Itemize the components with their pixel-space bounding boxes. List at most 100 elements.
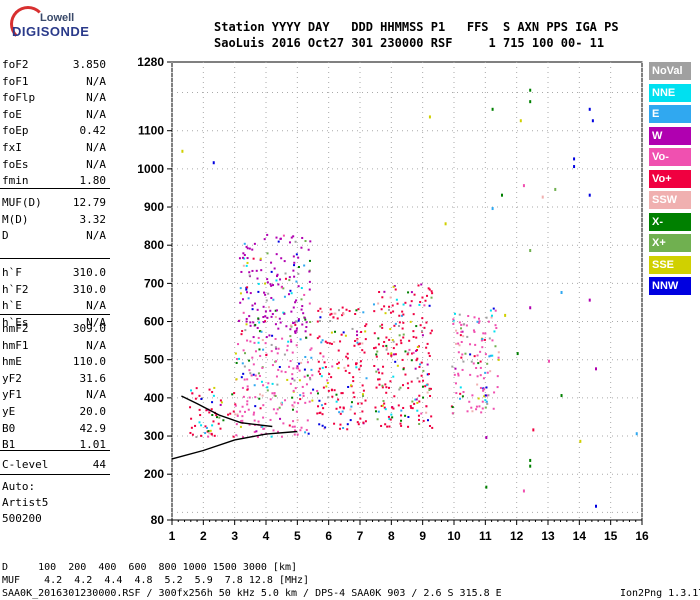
echo-point <box>475 408 478 411</box>
echo-point <box>390 413 393 416</box>
echo-point <box>297 402 300 405</box>
echo-point <box>356 341 359 344</box>
echo-point <box>247 408 250 411</box>
echo-point <box>264 293 267 296</box>
echo-point <box>410 291 413 294</box>
echo-point <box>309 320 312 323</box>
echo-point <box>451 406 454 409</box>
echo-point <box>288 424 291 427</box>
echo-point <box>401 327 404 330</box>
echo-point <box>266 316 269 319</box>
echo-point <box>278 317 281 320</box>
echo-point <box>260 380 263 383</box>
echo-point <box>477 321 480 324</box>
echo-point <box>394 322 397 325</box>
echo-point <box>257 317 260 320</box>
echo-point <box>295 253 298 256</box>
echo-point <box>348 310 351 313</box>
echo-point <box>287 293 290 296</box>
legend-item-x-: X- <box>649 212 691 231</box>
echo-point <box>465 324 468 327</box>
echo-point <box>430 296 433 299</box>
echo-point <box>358 342 361 345</box>
echo-point <box>266 252 269 255</box>
echo-point <box>421 385 424 388</box>
echo-point <box>239 425 242 428</box>
echo-point <box>275 309 278 312</box>
echo-point <box>288 279 291 282</box>
echo-point <box>308 400 311 403</box>
echo-point <box>529 306 532 310</box>
echo-point <box>243 242 246 245</box>
echo-point <box>322 355 325 358</box>
echo-point <box>560 291 563 294</box>
param-name: yF2 <box>2 371 22 385</box>
echo-point <box>421 334 424 337</box>
echo-point <box>275 253 278 256</box>
echo-point <box>200 424 203 427</box>
echo-point <box>241 405 244 408</box>
echo-point <box>240 270 243 273</box>
echo-point <box>393 353 396 356</box>
echo-point <box>297 256 300 259</box>
echo-point <box>294 240 297 243</box>
echo-point <box>469 343 472 346</box>
echo-point <box>302 392 305 395</box>
echo-point <box>270 296 273 299</box>
echo-point <box>272 408 275 411</box>
echo-point <box>266 278 269 281</box>
echo-point <box>259 407 262 410</box>
echo-point <box>248 271 251 274</box>
echo-point <box>295 410 298 413</box>
echo-point <box>385 346 388 349</box>
echo-point <box>233 392 236 395</box>
echo-point <box>487 394 490 397</box>
echo-point <box>280 370 283 373</box>
echo-point <box>234 403 237 406</box>
echo-point <box>252 336 255 339</box>
y-tick-label: 500 <box>144 353 164 367</box>
echo-point <box>235 358 238 361</box>
echo-point <box>316 389 319 392</box>
echo-point <box>296 365 299 368</box>
echo-point <box>408 348 411 351</box>
autoscaling-text: 500200 <box>2 512 42 525</box>
echo-point <box>377 378 380 381</box>
echo-point <box>329 319 332 322</box>
echo-point <box>229 412 232 415</box>
echo-point <box>320 404 323 407</box>
param-name: foFlp <box>2 91 36 105</box>
echo-point <box>263 427 266 430</box>
echo-point <box>381 296 384 299</box>
echo-point <box>316 337 319 340</box>
echo-point <box>290 340 293 343</box>
echo-point <box>422 396 425 399</box>
echo-point <box>373 332 376 335</box>
echo-point <box>195 387 198 390</box>
echo-point <box>384 408 387 411</box>
echo-point <box>453 312 456 315</box>
echo-point <box>295 280 298 283</box>
param-value: 12.79 <box>72 196 106 209</box>
echo-point <box>355 339 358 342</box>
echo-point <box>297 266 300 269</box>
echo-point <box>429 332 432 335</box>
echo-point <box>274 394 277 397</box>
echo-point <box>431 292 434 295</box>
logo-lowell: Lowell <box>40 12 75 24</box>
echo-point <box>323 361 326 364</box>
echo-point <box>444 222 447 226</box>
echo-point <box>204 425 207 428</box>
echo-point <box>414 367 417 370</box>
echo-point <box>219 399 222 402</box>
echo-point <box>364 325 367 328</box>
echo-point <box>236 414 239 417</box>
echo-point <box>277 347 280 350</box>
echo-point <box>298 369 301 372</box>
echo-point <box>398 334 401 337</box>
param-name: hmF2 <box>2 322 29 335</box>
echo-point <box>389 328 392 331</box>
echo-point <box>330 312 333 315</box>
echo-point <box>337 398 340 401</box>
echo-point <box>484 371 487 374</box>
